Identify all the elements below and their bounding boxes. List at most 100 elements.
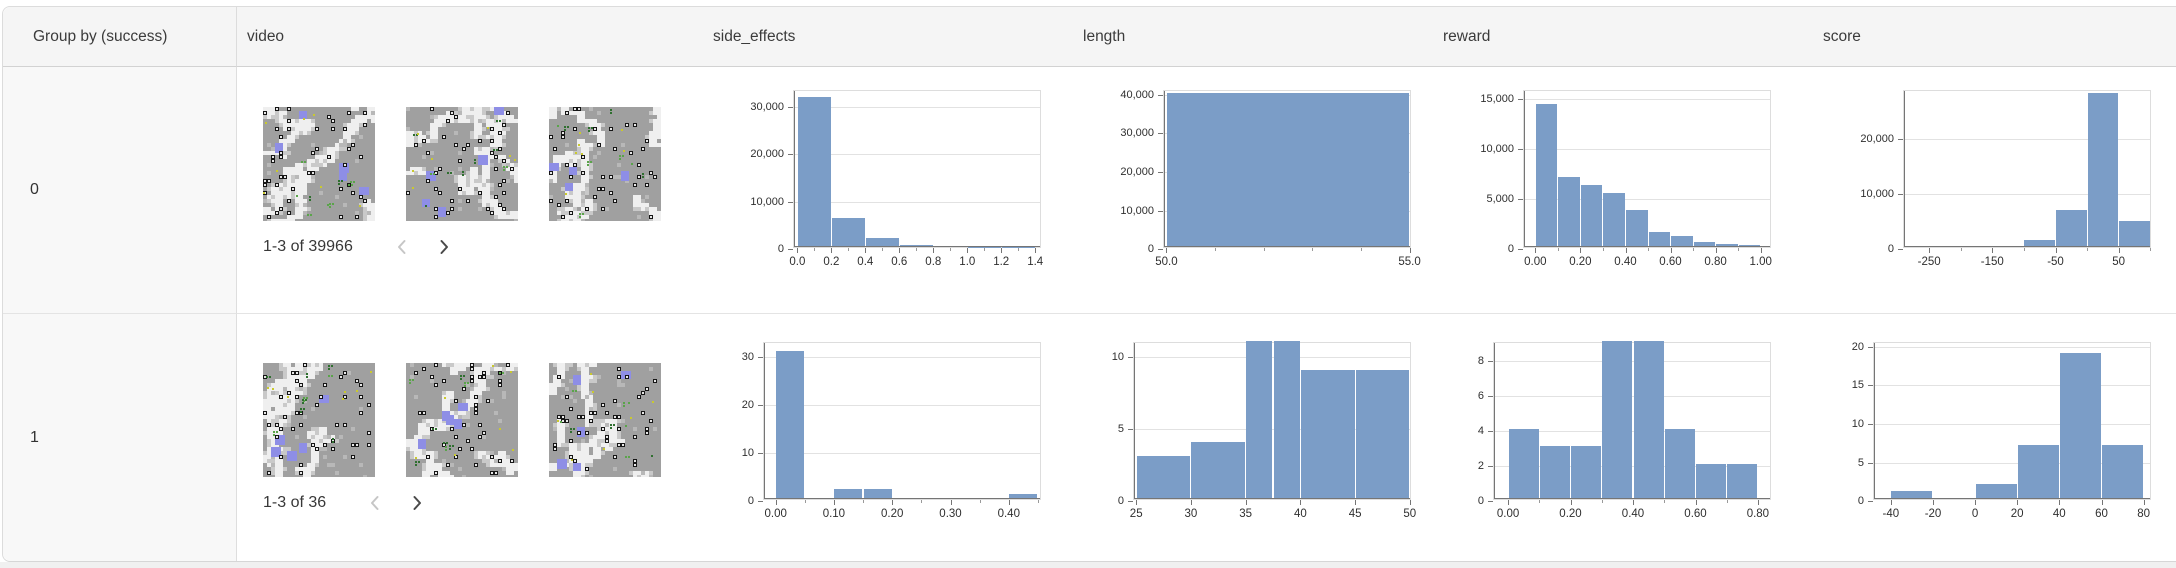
histogram-bar <box>2017 445 2059 499</box>
x-axis-tick-mark <box>1166 248 1168 253</box>
histogram-cell-score-group0[interactable]: 0 10,000 20,000 -250 -150 -50 50 <box>1813 67 2176 314</box>
video-cell: 1-3 of 39966 <box>237 67 703 314</box>
y-axis-line <box>1494 343 1495 499</box>
x-axis-minor-tick-mark <box>1648 248 1649 251</box>
column-header-length[interactable]: length <box>1073 7 1433 67</box>
x-axis-minor-tick-mark <box>863 500 865 503</box>
x-axis-minor-tick-mark <box>1312 248 1314 251</box>
x-axis-minor-tick-mark <box>921 500 923 503</box>
chevron-right-icon[interactable] <box>406 492 428 514</box>
x-axis-minor-tick-mark <box>2087 248 2088 251</box>
x-axis-tick-mark <box>833 500 835 505</box>
column-header-side-effects[interactable]: side_effects <box>703 7 1073 67</box>
histogram-cell-side-effects-group0[interactable]: 0 10,000 20,000 30,000 0.0 0.2 0.4 0.6 0.8 1.0 1.2… <box>703 67 1073 314</box>
y-axis-tick-mark <box>788 107 793 109</box>
x-axis-tick-label: 50 <box>1403 508 1417 520</box>
pagination-label: 1-3 of 36 <box>263 494 327 511</box>
histogram-bar <box>2059 352 2101 499</box>
y-axis-tick-mark <box>1128 357 1133 359</box>
y-axis-tick-label: 0 <box>1477 495 1484 507</box>
histogram-bar <box>2119 221 2150 247</box>
x-axis-minor-tick-mark <box>1601 500 1603 503</box>
x-axis-minor-tick-mark <box>984 248 986 251</box>
histogram-bar <box>1191 441 1246 499</box>
histogram-bar <box>1727 463 1758 499</box>
chevron-right-icon[interactable] <box>433 236 455 258</box>
group-value: 0 <box>30 181 39 198</box>
x-axis-tick-label: 0.00 <box>1524 256 1547 268</box>
histogram-cell-reward-group0[interactable]: 0 5,000 10,000 15,000 0.00 0.20 0.40 0.60 0.80 1.… <box>1433 67 1813 314</box>
histogram-cell-reward-group1[interactable]: 0 2 4 6 8 0.00 0.20 0.40 0.60 0.80 <box>1433 314 1813 561</box>
x-axis-tick-label: 60 <box>2095 508 2108 520</box>
y-axis-tick-mark <box>1868 462 1873 464</box>
video-thumbnail[interactable] <box>406 107 518 221</box>
y-axis-tick-label: 0 <box>1507 243 1514 255</box>
y-axis-tick-label: 15,000 <box>1480 93 1514 105</box>
y-axis-tick-mark <box>1488 430 1493 432</box>
x-axis-tick-mark <box>2055 248 2057 253</box>
histogram-cell-length-group1[interactable]: 0 5 10 25 30 35 40 45 50 <box>1073 314 1433 561</box>
histogram-bar <box>1009 494 1038 499</box>
video-thumbnail[interactable] <box>406 363 518 477</box>
histogram-cell-length-group0[interactable]: 0 10,000 20,000 30,000 40,000 50.0 55.0 <box>1073 67 1433 314</box>
x-axis-tick-mark <box>2118 248 2120 253</box>
column-header-video[interactable]: video <box>237 7 703 67</box>
gridline <box>764 357 1040 359</box>
y-axis-line <box>1164 91 1165 247</box>
video-thumbnail[interactable] <box>263 363 375 477</box>
histogram-bar <box>863 489 892 499</box>
x-axis-minor-tick-mark <box>1602 248 1604 251</box>
gridline <box>1904 194 2150 196</box>
x-axis-tick-mark <box>933 248 935 253</box>
video-thumbnail[interactable] <box>549 363 661 477</box>
column-header-reward[interactable]: reward <box>1433 7 1813 67</box>
x-axis-tick-label: 50 <box>2112 256 2125 268</box>
x-axis-tick-mark <box>1929 248 1931 253</box>
histogram-bar <box>776 350 805 499</box>
histogram-bar <box>1602 341 1633 499</box>
y-axis-tick-label: 6 <box>1477 389 1484 402</box>
x-axis-tick-label: 0.40 <box>1621 508 1645 520</box>
histogram-cell-side-effects-group1[interactable]: 0 10 20 30 0.00 0.10 0.20 0.30 0.40 <box>703 314 1073 561</box>
histogram-bar <box>1539 446 1570 499</box>
y-axis-tick-mark <box>1518 99 1523 100</box>
y-axis-tick-mark <box>788 201 793 203</box>
histogram-bar <box>1716 244 1738 247</box>
y-axis-line <box>764 343 765 499</box>
y-axis-tick-label: 0 <box>747 495 754 507</box>
y-axis-tick-mark <box>758 357 763 359</box>
histogram-bar <box>1166 92 1409 247</box>
x-axis-tick-mark <box>1580 248 1582 253</box>
y-axis-tick-mark <box>1128 501 1133 502</box>
x-axis-line <box>1874 498 2150 499</box>
histogram-plot-area: 0 10,000 20,000 -250 -150 -50 50 <box>1860 90 2152 268</box>
x-axis-tick-mark <box>2017 500 2019 505</box>
x-axis-tick-mark <box>1508 500 1510 505</box>
y-axis-tick-mark <box>1488 501 1493 502</box>
y-axis-tick-label: 20,000 <box>1860 133 1894 146</box>
y-axis-tick-label: 8 <box>1477 354 1484 367</box>
x-axis-tick-mark <box>1008 500 1010 505</box>
x-axis-line <box>1134 498 1410 499</box>
histogram-bar <box>1891 491 1933 499</box>
histogram-bar <box>1580 185 1603 247</box>
y-axis-tick-mark <box>758 453 763 455</box>
histogram-cell-score-group1[interactable]: 0 5 10 15 20 -40 -20 0 20 40 60 80 <box>1813 314 2176 561</box>
histogram-bar <box>2056 210 2087 247</box>
x-axis-tick-mark <box>1633 500 1634 505</box>
video-thumbnail[interactable] <box>263 107 375 221</box>
x-axis-tick-mark <box>1570 500 1572 505</box>
video-thumbnail[interactable] <box>549 107 661 221</box>
gridline <box>1904 139 2150 141</box>
x-axis-minor-tick-mark <box>1738 248 1740 251</box>
x-axis-tick-mark <box>1409 500 1411 505</box>
x-axis-minor-tick-mark <box>848 248 850 251</box>
column-header-score[interactable]: score <box>1813 7 2176 67</box>
x-axis-minor-tick-mark <box>1960 248 1962 251</box>
y-axis-line <box>1904 91 1905 247</box>
chevron-left-icon[interactable] <box>391 236 413 258</box>
column-header-group-by[interactable]: Group by (success) <box>3 7 237 67</box>
chevron-left-icon[interactable] <box>364 492 386 514</box>
y-axis-tick-label: 0 <box>1147 243 1154 255</box>
x-axis-tick-label: 0.30 <box>939 508 962 520</box>
